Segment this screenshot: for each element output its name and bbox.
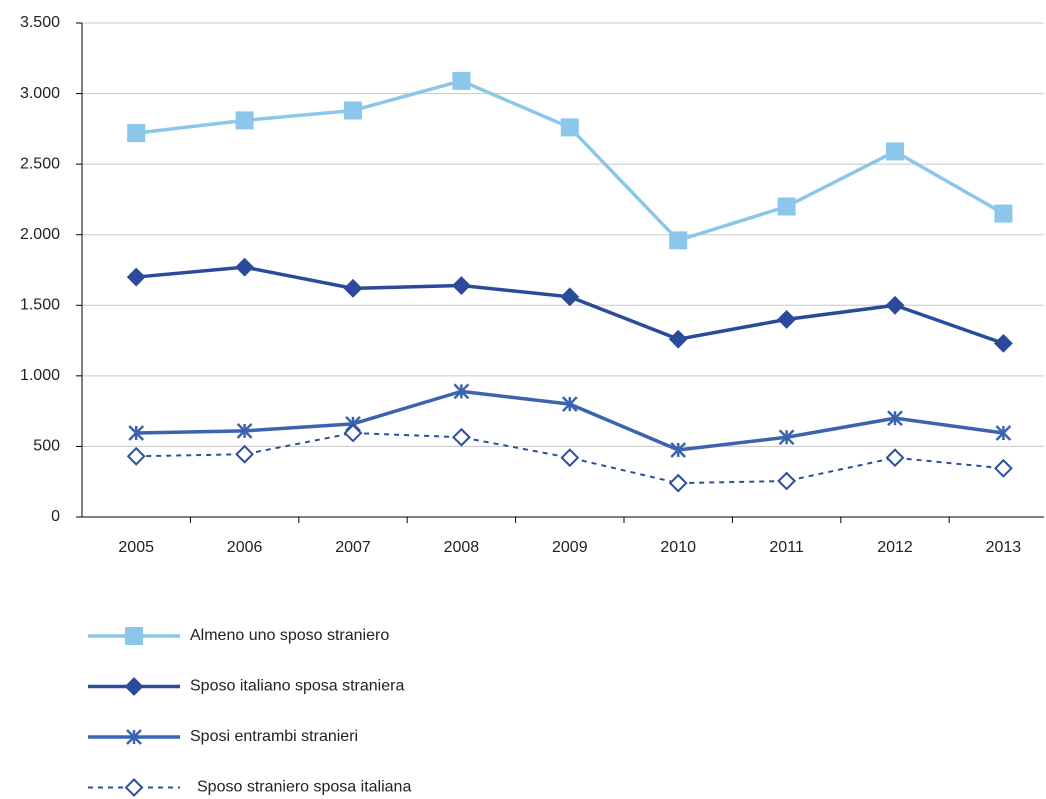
marker [451, 276, 471, 295]
marker [669, 231, 688, 250]
marker [777, 471, 797, 491]
marker [126, 267, 146, 287]
marker [344, 101, 362, 120]
x-tick-label: 2011 [769, 539, 804, 556]
marker [125, 627, 143, 645]
marker [995, 425, 1012, 441]
legend-label: Sposi entrambi stranieri [190, 728, 358, 745]
marker [560, 448, 580, 468]
marker [668, 329, 688, 349]
marker [778, 429, 795, 446]
marker [343, 278, 363, 298]
marker [993, 333, 1013, 353]
x-tick-label: 2013 [986, 539, 1022, 556]
x-tick-label: 2010 [660, 539, 696, 556]
marker [235, 111, 254, 130]
y-tick-label: 1.500 [20, 297, 60, 314]
x-tick-label: 2009 [552, 539, 588, 556]
marker [994, 204, 1013, 223]
marker [993, 458, 1013, 478]
marker [236, 423, 253, 439]
marker [452, 71, 471, 90]
marker [126, 446, 146, 466]
legend-label: Sposo italiano sposa straniera [190, 678, 404, 695]
marker [777, 197, 796, 216]
series-line [136, 432, 1004, 485]
marker [126, 729, 142, 745]
marker [561, 396, 578, 412]
x-tick-label: 2008 [444, 539, 480, 556]
marker [560, 118, 579, 137]
y-tick-label: 500 [33, 438, 60, 455]
marker [887, 410, 903, 427]
y-tick-label: 0 [51, 508, 60, 525]
marker [343, 423, 363, 443]
marker [235, 444, 255, 464]
marker [777, 309, 797, 329]
marker [451, 427, 471, 447]
marker [885, 448, 905, 468]
marker [670, 442, 687, 458]
marker [885, 295, 905, 315]
marker [127, 124, 146, 143]
marker [124, 778, 144, 797]
x-tick-label: 2006 [227, 539, 263, 556]
y-tick-label: 3.000 [20, 85, 60, 102]
marker [886, 142, 904, 161]
marker [453, 383, 470, 400]
marker [124, 677, 144, 696]
series-line [135, 79, 1005, 243]
y-tick-label: 2.000 [20, 226, 60, 243]
x-tick-label: 2012 [877, 539, 913, 556]
y-tick-label: 3.500 [20, 14, 60, 31]
y-tick-label: 1.000 [20, 367, 60, 384]
legend-label: Sposo straniero sposa italiana [197, 779, 411, 796]
marker [668, 473, 688, 493]
legend-label: Almeno uno sposo straniero [190, 627, 389, 644]
marker [128, 425, 145, 441]
y-tick-label: 2.500 [20, 155, 60, 172]
marker [235, 257, 255, 277]
marker [560, 287, 580, 307]
x-tick-label: 2007 [335, 539, 371, 556]
x-tick-label: 2005 [118, 539, 154, 556]
